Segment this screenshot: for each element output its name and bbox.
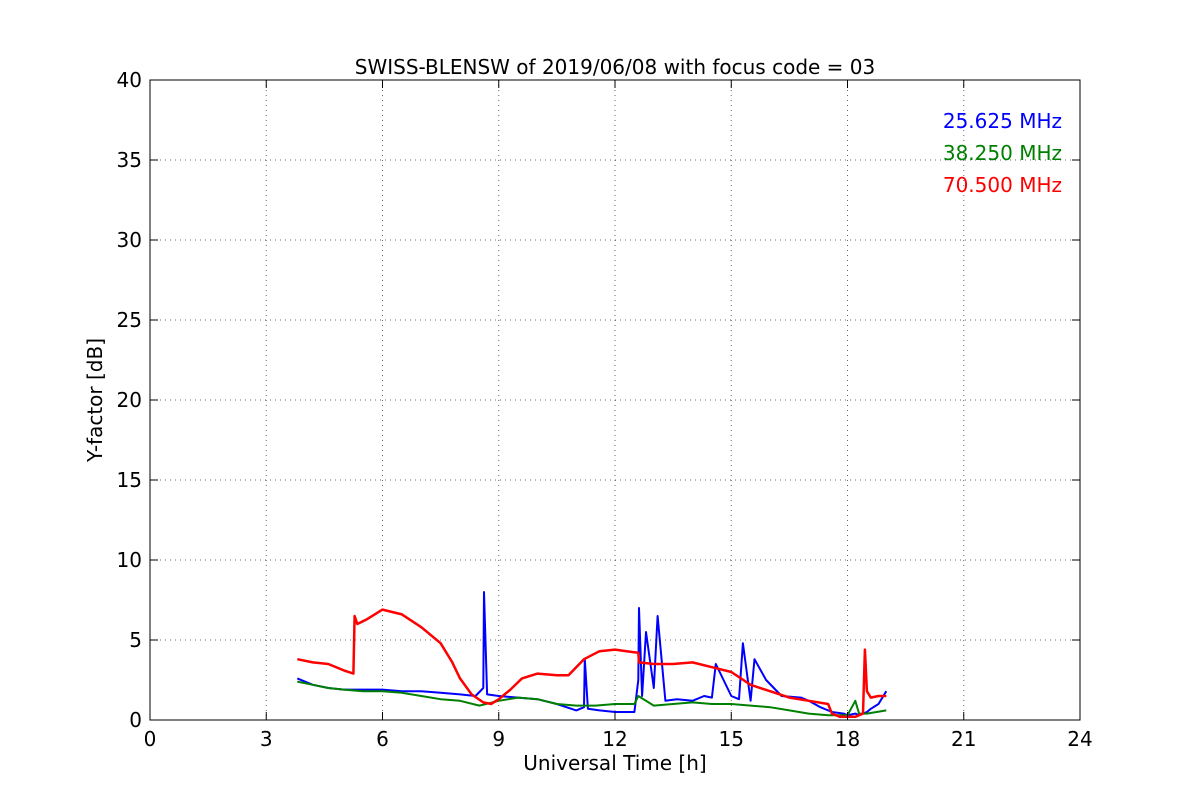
legend-entry-3: 70.500 MHz bbox=[943, 173, 1062, 197]
legend-entry-1: 25.625 MHz bbox=[943, 109, 1062, 133]
x-tick-label: 6 bbox=[376, 727, 389, 751]
x-tick-label: 15 bbox=[719, 727, 744, 751]
y-tick-label: 40 bbox=[117, 68, 142, 92]
y-tick-label: 30 bbox=[117, 228, 142, 252]
y-tick-label: 25 bbox=[117, 308, 142, 332]
x-tick-label: 3 bbox=[260, 727, 273, 751]
x-tick-label: 21 bbox=[951, 727, 976, 751]
x-axis-label: Universal Time [h] bbox=[523, 751, 706, 775]
y-tick-label: 10 bbox=[117, 548, 142, 572]
x-tick-label: 0 bbox=[144, 727, 157, 751]
legend: 25.625 MHz 38.250 MHz 70.500 MHz bbox=[943, 109, 1062, 197]
grid-layer bbox=[149, 79, 1081, 721]
chart-title: SWISS-BLENSW of 2019/06/08 with focus co… bbox=[355, 55, 876, 79]
x-tick-label: 18 bbox=[835, 727, 860, 751]
legend-entry-2: 38.250 MHz bbox=[943, 141, 1062, 165]
tick-layer: 0 3 6 9 12 15 18 21 24 0 5 10 15 20 25 30 35 40 bbox=[117, 68, 1093, 751]
y-tick-label: 15 bbox=[117, 468, 142, 492]
series-line-3 bbox=[297, 608, 887, 719]
x-tick-label: 12 bbox=[602, 727, 627, 751]
x-tick-label: 9 bbox=[492, 727, 505, 751]
y-tick-label: 20 bbox=[117, 388, 142, 412]
series-layer bbox=[296, 591, 888, 719]
y-tick-label: 0 bbox=[129, 708, 142, 732]
series-line-2 bbox=[297, 680, 887, 717]
y-axis-label: Y-factor [dB] bbox=[83, 338, 107, 463]
x-tick-label: 24 bbox=[1067, 727, 1092, 751]
y-tick-label: 5 bbox=[129, 628, 142, 652]
y-tick-label: 35 bbox=[117, 148, 142, 172]
